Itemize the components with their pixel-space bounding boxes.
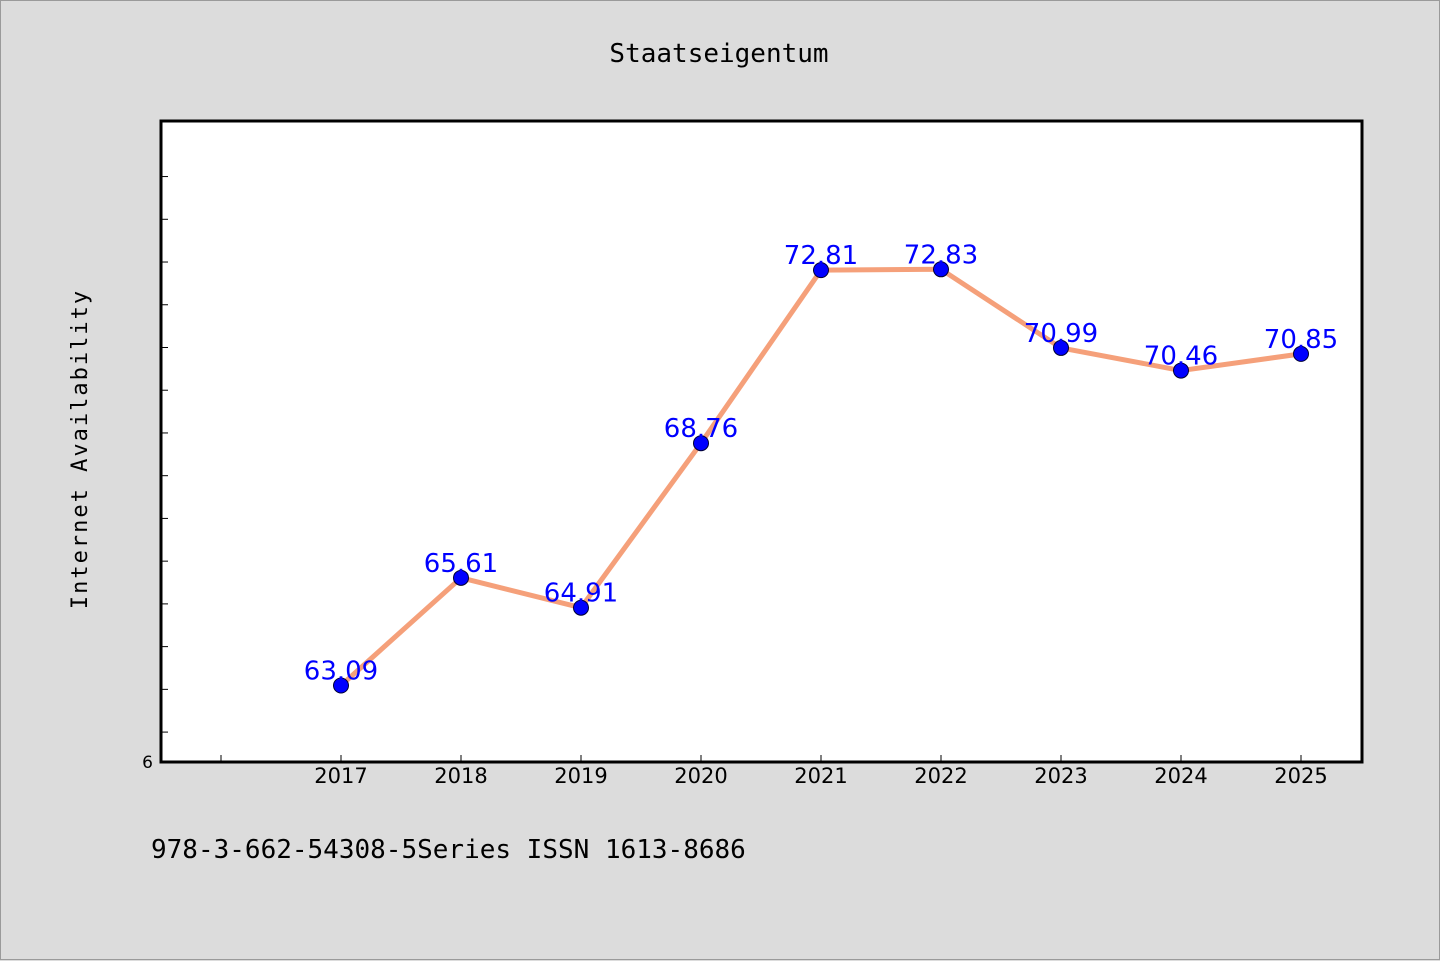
y-tick-label: 6 <box>142 753 153 773</box>
data-label: 70.99 <box>1024 319 1098 349</box>
data-point <box>1053 339 1069 356</box>
data-label: 68.76 <box>664 414 738 444</box>
data-point <box>453 569 469 586</box>
y-axis-label: Internet Availability <box>68 289 93 609</box>
footer-isbn-text: 978-3-662-54308-5Series ISSN 1613-8686 <box>151 835 746 865</box>
x-tick-label: 2019 <box>554 764 607 788</box>
data-label: 70.46 <box>1144 342 1218 372</box>
x-tick-label: 2022 <box>914 764 967 788</box>
x-axis-ticks: 2017 2018 2019 2020 2021 2022 2023 2024 2025 <box>220 755 1328 788</box>
data-label: 63.09 <box>304 657 378 687</box>
plot-area <box>159 119 1364 764</box>
data-label: 72.83 <box>904 240 978 270</box>
x-tick-label: 2018 <box>434 764 487 788</box>
data-point <box>693 435 709 452</box>
data-label: 65.61 <box>424 549 498 579</box>
data-labels: 63.09 65.61 64.91 68.76 72.81 72.83 70.99 70.46… <box>304 240 1338 686</box>
data-point <box>1173 362 1189 379</box>
y-axis-ticks: 6 <box>142 176 168 773</box>
data-point <box>1293 345 1309 362</box>
x-tick-label: 2021 <box>794 764 847 788</box>
data-point <box>813 262 829 279</box>
x-tick-label: 2024 <box>1154 764 1207 788</box>
x-tick-label: 2017 <box>314 764 367 788</box>
x-tick-label: 2023 <box>1034 764 1087 788</box>
x-tick-label: 2020 <box>674 764 727 788</box>
data-point <box>573 599 589 616</box>
data-point <box>333 677 349 694</box>
data-series <box>333 261 1309 694</box>
data-label: 70.85 <box>1264 325 1338 355</box>
chart-title: Staatseigentum <box>609 39 828 69</box>
data-label: 64.91 <box>544 579 618 609</box>
data-point <box>933 261 949 278</box>
x-tick-label: 2025 <box>1274 764 1327 788</box>
data-label: 72.81 <box>784 241 858 271</box>
